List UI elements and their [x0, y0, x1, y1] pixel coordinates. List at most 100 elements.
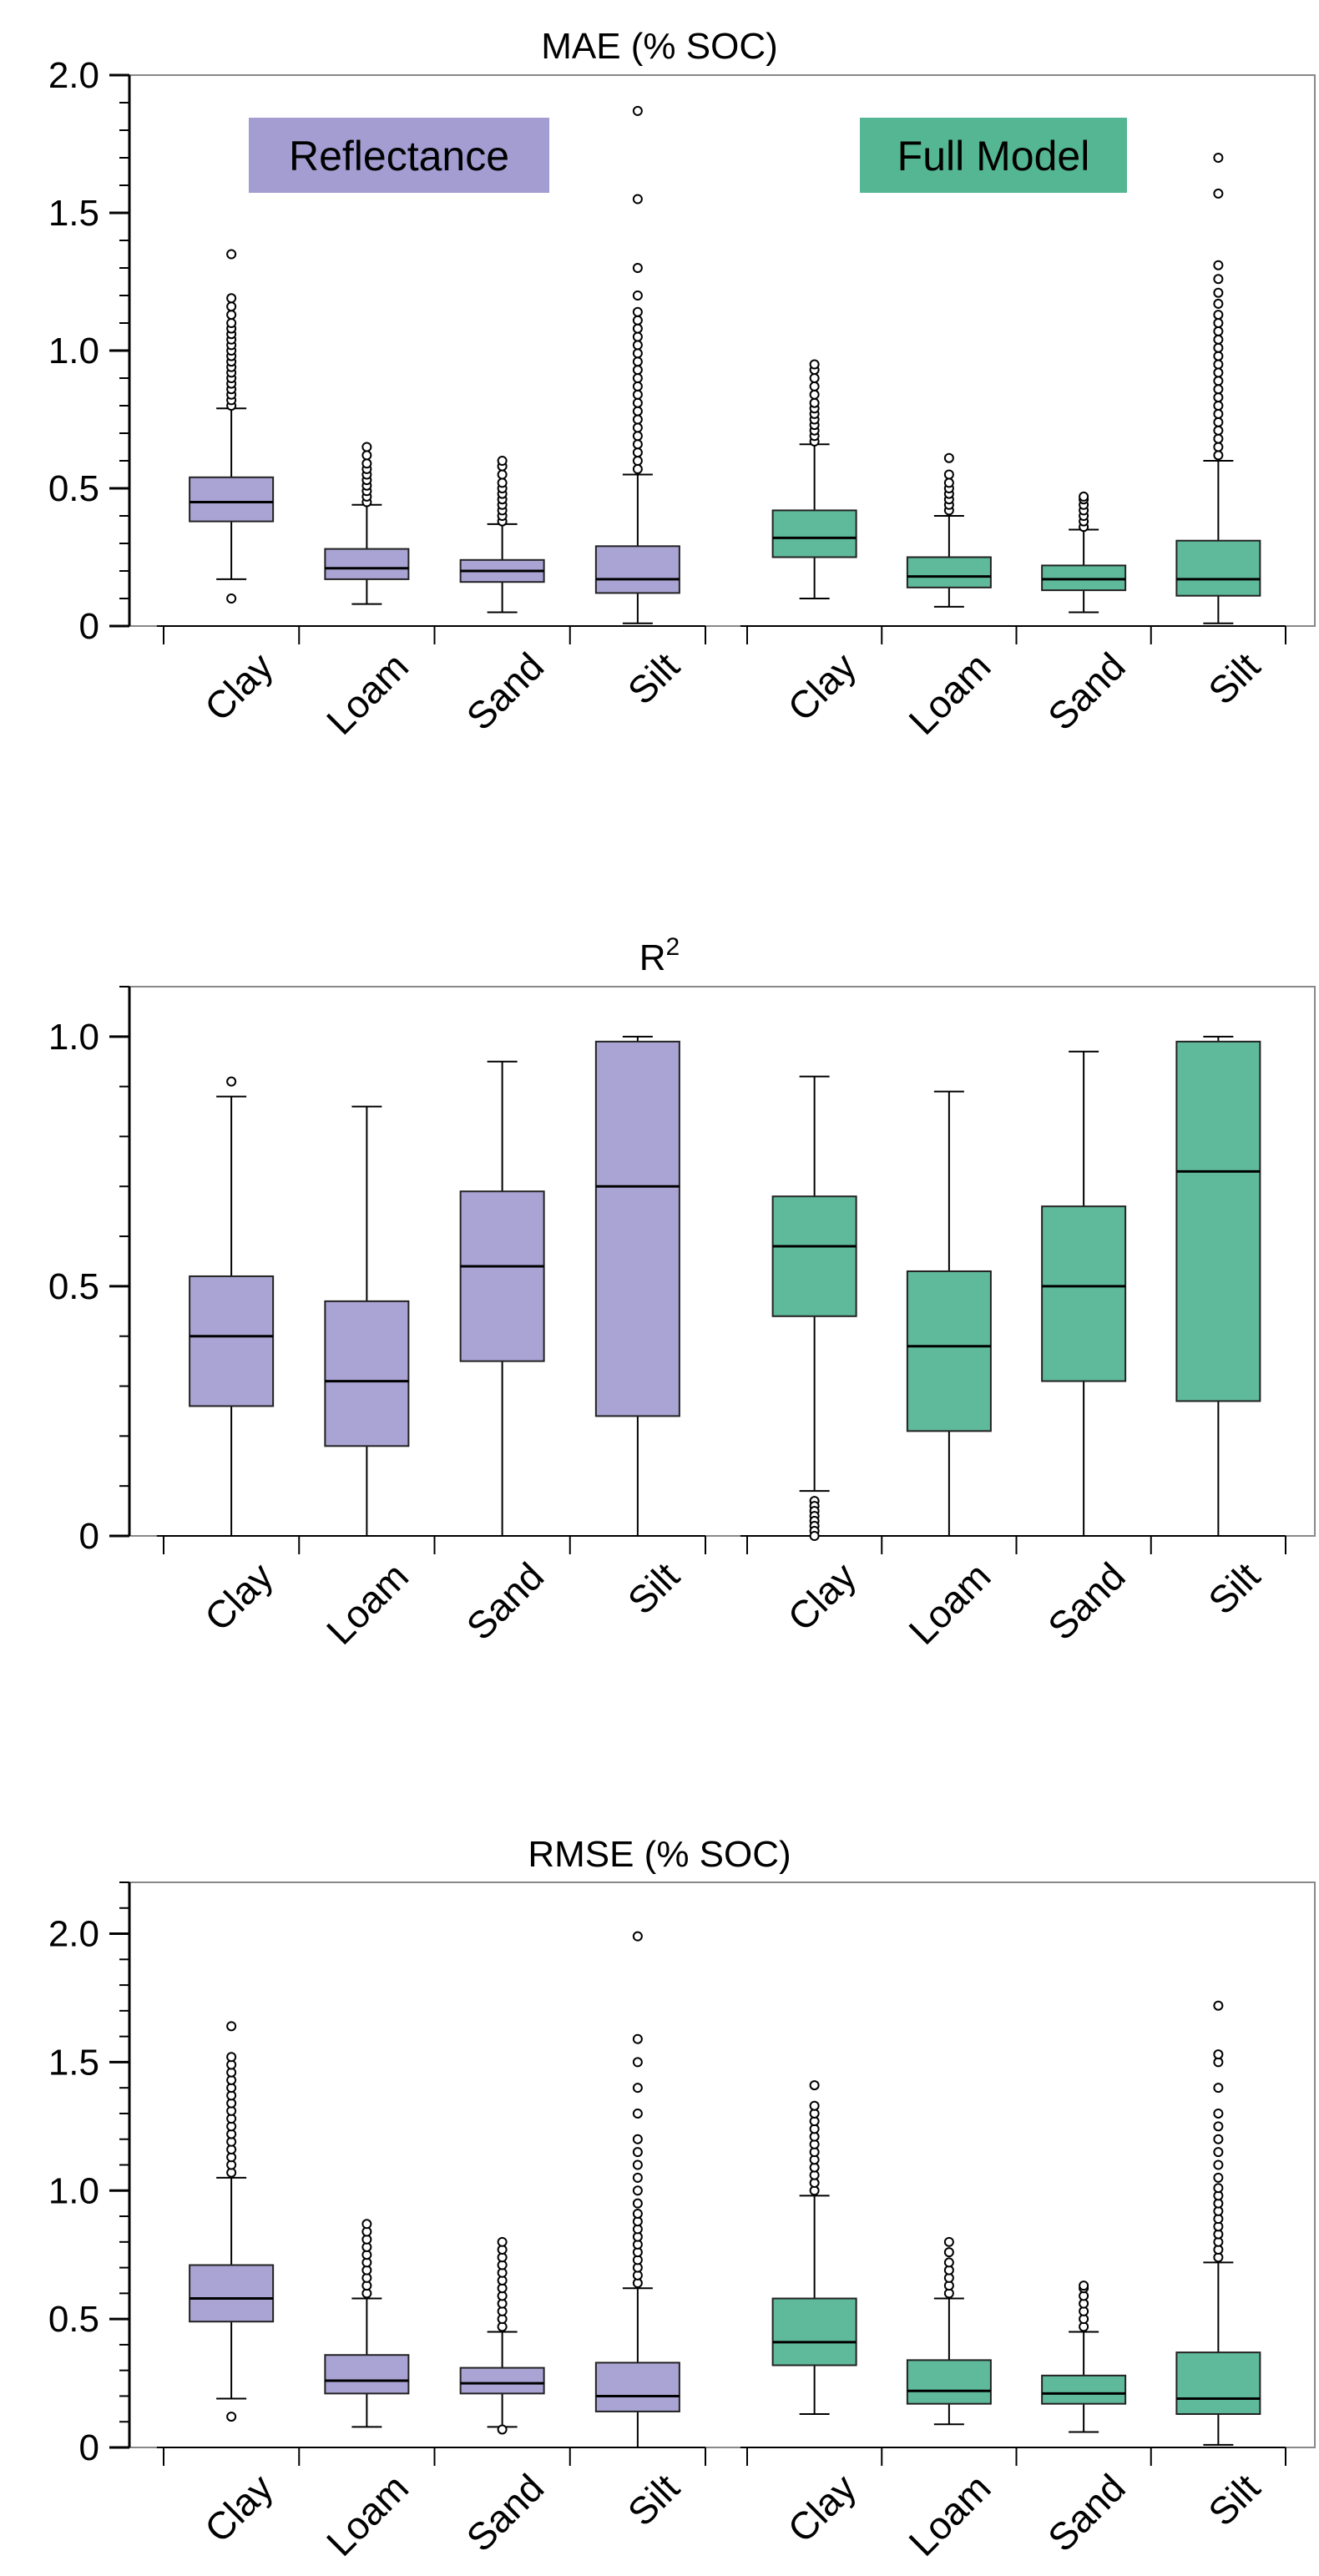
outlier-point	[226, 593, 237, 604]
outlier-point	[1213, 2147, 1224, 2158]
panel-title: R2	[639, 933, 680, 978]
y-tick-label: 0	[79, 606, 99, 647]
outlier-point	[226, 293, 237, 304]
outlier-point	[1213, 367, 1224, 378]
outlier-point	[632, 431, 643, 442]
box-iqr	[771, 509, 857, 558]
outlier-point	[632, 406, 643, 417]
outlier-point	[361, 442, 372, 452]
outlier-point	[361, 2219, 372, 2230]
x-category-label: Loam	[900, 1554, 998, 1653]
outlier-point	[1213, 318, 1224, 328]
box-sand	[459, 456, 545, 614]
x-category-label: Loam	[318, 644, 417, 743]
outlier-point	[632, 263, 643, 273]
outlier-point	[1213, 153, 1224, 163]
box-iqr	[189, 476, 275, 523]
outlier-point	[361, 458, 372, 469]
outlier-point	[632, 2033, 643, 2044]
outlier-point	[632, 356, 643, 367]
box-iqr	[906, 2359, 992, 2405]
box-clay	[189, 2021, 275, 2422]
outlier-point	[809, 397, 820, 408]
x-category-label: Silt	[619, 2466, 688, 2534]
outlier-point	[943, 2257, 954, 2268]
y-tick-label: 0.5	[48, 1266, 99, 1307]
outlier-point	[632, 105, 643, 116]
box-iqr	[324, 548, 410, 580]
box-sand	[1041, 2281, 1127, 2433]
outlier-point	[632, 348, 643, 359]
x-category-label: Sand	[1039, 1554, 1134, 1649]
box-silt	[594, 1035, 680, 1537]
x-category-label: Loam	[900, 2466, 998, 2564]
outlier-point	[632, 447, 643, 458]
outlier-point	[1213, 376, 1224, 386]
box-clay	[189, 1076, 275, 1537]
box-iqr	[324, 1300, 410, 1447]
outlier-point	[1213, 334, 1224, 345]
outlier-point	[632, 331, 643, 342]
outlier-point	[632, 2172, 643, 2183]
y-tick-label: 1.0	[48, 331, 99, 371]
outlier-point	[226, 2412, 237, 2422]
series-full_model: Clay Loam Sand Silt	[740, 153, 1286, 743]
box-silt	[1175, 153, 1261, 624]
y-tick-label: 1.5	[48, 2042, 99, 2083]
x-category-label: Sand	[458, 644, 553, 739]
outlier-point	[943, 2247, 954, 2258]
panel-title-superscript: 2	[666, 933, 680, 961]
x-category-label: Sand	[458, 1554, 553, 1649]
outlier-point	[632, 2159, 643, 2170]
legend-reflectance-label: Reflectance	[289, 133, 509, 179]
outlier-point	[632, 194, 643, 205]
outlier-point	[1213, 2049, 1224, 2060]
box-iqr	[594, 1040, 680, 1417]
x-category-label: Sand	[458, 2466, 553, 2560]
outlier-point	[1213, 442, 1224, 452]
box-sand	[459, 2236, 545, 2435]
box-iqr	[1041, 2374, 1127, 2405]
box-iqr	[1175, 539, 1261, 597]
box-silt	[594, 105, 680, 624]
outlier-point	[1079, 491, 1089, 502]
panel-title: MAE (% SOC)	[541, 26, 778, 67]
outlier-point	[943, 469, 954, 480]
x-category-label: Sand	[1039, 644, 1134, 739]
box-loam	[324, 2219, 410, 2428]
outlier-point	[632, 323, 643, 334]
outlier-point	[632, 1931, 643, 1942]
box-sand	[1041, 491, 1127, 614]
panel-3: RMSE (% SOC) 0 0.5 1.0 1.5 2.0 Clay Loam Sand Sil…	[48, 1834, 1316, 2564]
outlier-point	[632, 365, 643, 376]
box-iqr	[1041, 1205, 1127, 1382]
y-tick-label: 0.5	[48, 468, 99, 509]
series-full_model: Clay Loam Sand Silt	[740, 1035, 1286, 1653]
outlier-point	[226, 318, 237, 328]
outlier-point	[497, 2424, 508, 2435]
x-category-label: Silt	[1200, 644, 1268, 713]
box-iqr	[594, 545, 680, 594]
outlier-point	[1213, 342, 1224, 353]
outlier-point	[226, 310, 237, 321]
outlier-point	[1213, 2108, 1224, 2119]
outlier-point	[1213, 433, 1224, 444]
outlier-point	[1213, 384, 1224, 395]
box-clay	[771, 359, 857, 599]
outlier-point	[497, 477, 508, 488]
outlier-point	[632, 290, 643, 301]
x-category-label: Silt	[1200, 1554, 1268, 1623]
x-category-label: Silt	[1200, 2466, 1268, 2534]
outlier-point	[943, 2236, 954, 2247]
x-category-label: Clay	[779, 1554, 864, 1639]
outlier-point	[943, 452, 954, 463]
series-reflectance: Clay Loam Sand Silt	[156, 1035, 706, 1653]
legend-full-model-box	[860, 118, 1127, 193]
y-tick-label: 1.5	[48, 193, 99, 234]
outlier-point	[632, 2198, 643, 2209]
outlier-point	[1213, 408, 1224, 419]
y-tick-label: 0.5	[48, 2299, 99, 2340]
y-tick-label: 2.0	[48, 1914, 99, 1955]
outlier-point	[632, 381, 643, 391]
